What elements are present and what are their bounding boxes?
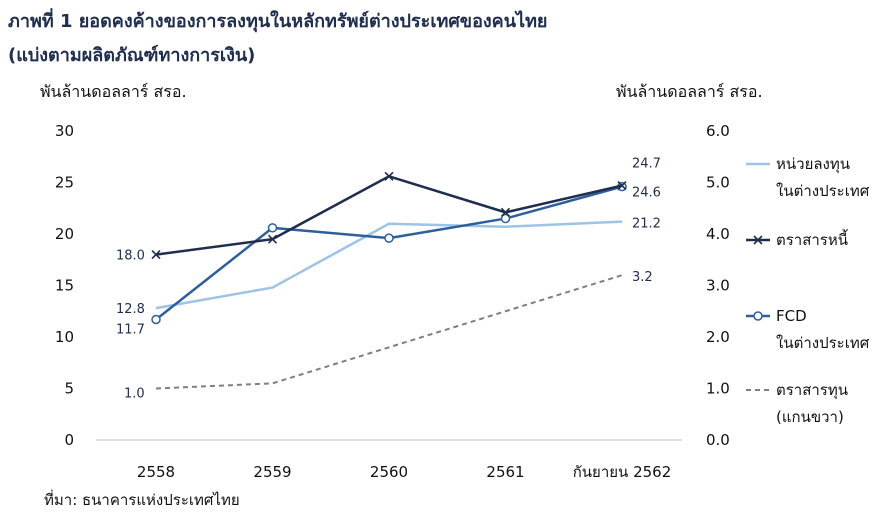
y-right-tick-label: 2.0 — [706, 328, 730, 346]
y-right-tick-label: 6.0 — [706, 122, 730, 140]
x-category-label: 2561 — [486, 463, 524, 481]
legend-label: หน่วยลงทุน — [776, 155, 850, 174]
legend-label: ในต่างประเทศ — [776, 182, 870, 200]
legend-circle-marker — [753, 311, 763, 321]
y-right-tick-label: 1.0 — [706, 380, 730, 398]
chart-title: ภาพที่ 1 ยอดคงค้างของการลงทุนในหลักทรัพย… — [8, 11, 548, 32]
y-left-tick-label: 20 — [55, 225, 74, 243]
y-left-tick-label: 25 — [55, 174, 74, 192]
data-point-circle-marker — [151, 314, 161, 325]
left-axis-unit: พันล้านดอลลาร์ สรอ. — [40, 82, 187, 101]
legend-x-marker — [753, 235, 763, 245]
legend-label: (แกนขวา) — [776, 408, 844, 426]
data-point-circle-marker — [384, 233, 394, 243]
data-label: 24.7 — [632, 157, 661, 172]
series-line — [155, 274, 623, 390]
data-label: 1.0 — [124, 387, 145, 402]
y-left-tick-label: 5 — [64, 380, 74, 398]
x-category-label: 2559 — [253, 463, 291, 481]
right-axis-unit: พันล้านดอลลาร์ สรอ. — [616, 82, 763, 101]
data-label: 11.7 — [116, 322, 145, 337]
y-right-tick-label: 0.0 — [706, 431, 730, 449]
data-point-circle-marker — [500, 213, 511, 224]
y-right-tick-label: 4.0 — [706, 225, 730, 243]
source-note: ที่มา: ธนาคารแห่งประเทศไทย — [44, 491, 240, 509]
legend-label: ตราสารทุน — [776, 381, 848, 400]
y-left-tick-label: 15 — [55, 277, 74, 295]
data-label: 24.6 — [632, 186, 661, 201]
data-point-x-marker — [151, 250, 161, 260]
legend-label: FCD — [776, 307, 807, 325]
data-label: 21.2 — [632, 217, 661, 232]
y-left-tick-label: 10 — [55, 328, 74, 346]
y-right-tick-label: 3.0 — [706, 277, 730, 295]
data-point-circle-marker — [267, 223, 278, 233]
legend-label: ตราสารหนี้ — [776, 229, 848, 249]
x-category-label: กันยายน 2562 — [573, 463, 672, 481]
series-line — [155, 185, 623, 321]
data-point-x-marker — [500, 207, 511, 217]
y-left-tick-label: 0 — [64, 431, 74, 449]
y-left-tick-label: 30 — [55, 122, 74, 140]
data-point-x-marker — [267, 234, 278, 244]
x-category-label: 2558 — [137, 463, 175, 481]
legend-label: ในต่างประเทศ — [776, 334, 870, 352]
data-point-x-marker — [617, 181, 627, 191]
series-line — [155, 220, 623, 310]
x-category-label: 2560 — [370, 463, 408, 481]
data-label: 3.2 — [632, 270, 653, 285]
y-right-tick-label: 5.0 — [706, 174, 730, 192]
data-label: 12.8 — [116, 302, 145, 317]
data-label: 18.0 — [116, 249, 145, 264]
data-point-x-marker — [384, 171, 394, 181]
chart-subtitle: (แบ่งตามผลิตภัณฑ์ทางการเงิน) — [8, 45, 256, 66]
